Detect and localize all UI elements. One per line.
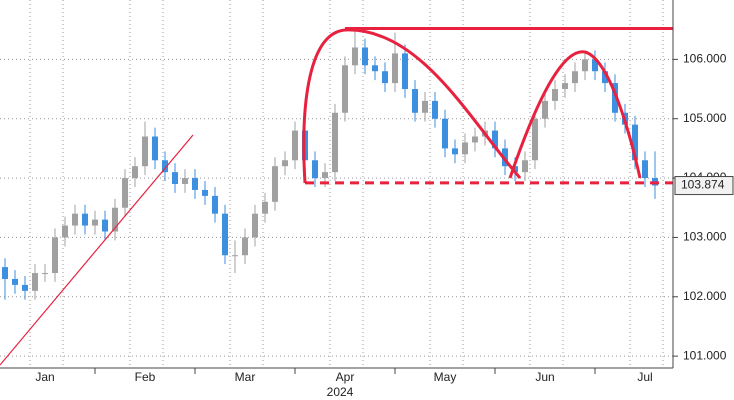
candle-body	[122, 178, 128, 208]
candle-body	[322, 172, 328, 179]
candle-body	[82, 213, 88, 226]
x-tick-label: May	[434, 370, 457, 384]
candle-body	[222, 213, 228, 256]
y-tick-label: 102.000	[683, 289, 727, 303]
x-tick-label: Apr	[336, 370, 355, 384]
candle-body	[452, 148, 458, 155]
candle-body	[42, 273, 48, 275]
candle-body	[232, 255, 238, 257]
candle-body	[532, 118, 538, 161]
y-tick-label: 103.000	[683, 230, 727, 244]
candle-body	[522, 160, 528, 173]
candle-body	[182, 178, 188, 184]
candle-body	[172, 172, 178, 184]
candle-body	[72, 213, 78, 226]
candle-body	[282, 160, 288, 167]
candle-body	[402, 53, 408, 90]
cup-curve	[508, 50, 642, 179]
candle-body	[472, 136, 478, 143]
candle-body	[142, 136, 148, 167]
candle-body	[462, 142, 468, 155]
candle-body	[22, 284, 28, 291]
candle-body	[422, 100, 428, 113]
candle-body	[552, 89, 558, 101]
candles	[2, 29, 658, 300]
levels	[305, 26, 673, 185]
candle-body	[562, 83, 568, 90]
candle-body	[582, 59, 588, 72]
candle-body	[492, 130, 498, 149]
candle-body	[112, 207, 118, 232]
x-tick-label: Jun	[535, 370, 554, 384]
x-tick-label: Jul	[637, 370, 652, 384]
candle-body	[442, 118, 448, 149]
candle-body	[392, 53, 398, 84]
candle-body	[332, 112, 338, 173]
candle-body	[312, 160, 318, 179]
candle-body	[262, 201, 268, 214]
candle-body	[252, 213, 258, 238]
candle-body	[272, 166, 278, 202]
x-tick-label: Feb	[135, 370, 156, 384]
candle-body	[542, 100, 548, 119]
candle-body	[362, 47, 368, 66]
candle-body	[412, 89, 418, 113]
candle-body	[162, 160, 168, 173]
candle-body	[292, 130, 298, 161]
y-tick-label: 105.000	[683, 111, 727, 125]
candle-body	[212, 195, 218, 214]
candle-body	[342, 65, 348, 113]
candle-body	[612, 83, 618, 113]
candle-body	[432, 100, 438, 119]
trend-line	[0, 134, 194, 366]
candle-body	[2, 267, 8, 279]
y-tick-label: 101.000	[683, 348, 727, 362]
candle-body	[352, 47, 358, 66]
last-price-label: 103.874	[681, 178, 725, 192]
annotations	[0, 28, 642, 366]
candle-body	[132, 166, 138, 179]
candle-body	[602, 71, 608, 84]
candle-body	[102, 219, 108, 232]
candle-body	[62, 225, 68, 238]
candle-body	[592, 59, 598, 72]
candle-body	[152, 136, 158, 161]
candle-body	[242, 237, 248, 256]
last-price-box	[674, 176, 734, 196]
candle-body	[642, 160, 648, 179]
candle-body	[372, 65, 378, 72]
x-tick-label: Jan	[35, 370, 54, 384]
year-label: 2024	[327, 385, 354, 399]
cup-curve	[302, 28, 522, 184]
candle-body	[632, 124, 638, 161]
y-tick-label: 106.000	[683, 52, 727, 66]
candle-body	[202, 189, 208, 196]
candle-body	[52, 237, 58, 274]
candle-body	[32, 273, 38, 291]
candle-body	[192, 178, 198, 190]
candle-body	[12, 278, 18, 285]
candle-body	[512, 166, 518, 173]
candle-body	[92, 219, 98, 226]
candle-body	[572, 71, 578, 84]
x-tick-label: Mar	[235, 370, 256, 384]
candle-body	[382, 71, 388, 84]
